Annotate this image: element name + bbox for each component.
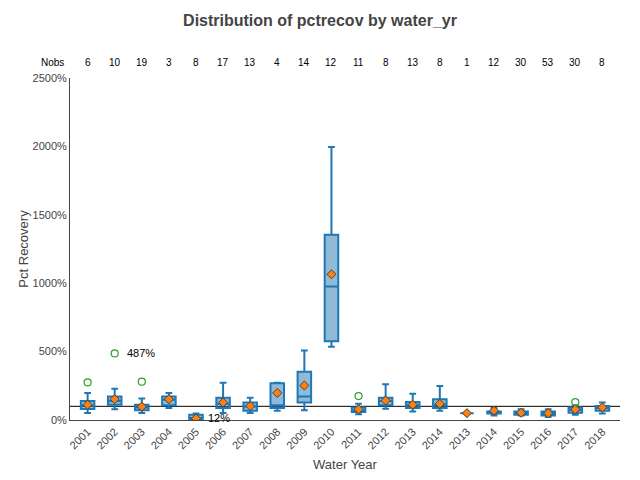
svg-text:2003: 2003 bbox=[121, 426, 147, 452]
svg-text:8: 8 bbox=[383, 57, 389, 68]
svg-text:2013: 2013 bbox=[392, 426, 418, 452]
svg-text:2011: 2011 bbox=[339, 426, 364, 451]
svg-text:2014: 2014 bbox=[474, 426, 500, 452]
svg-text:13: 13 bbox=[407, 57, 419, 68]
svg-text:17: 17 bbox=[217, 57, 229, 68]
svg-text:2004: 2004 bbox=[148, 426, 174, 452]
svg-text:8: 8 bbox=[599, 57, 605, 68]
svg-text:Nobs: Nobs bbox=[41, 57, 64, 68]
svg-text:1500%: 1500% bbox=[33, 209, 67, 221]
svg-text:4: 4 bbox=[274, 57, 280, 68]
svg-text:2006: 2006 bbox=[203, 426, 229, 452]
svg-text:12%: 12% bbox=[208, 412, 230, 424]
svg-text:30: 30 bbox=[515, 57, 527, 68]
svg-text:1: 1 bbox=[464, 57, 470, 68]
svg-text:2001: 2001 bbox=[67, 426, 93, 452]
svg-text:6: 6 bbox=[85, 57, 91, 68]
svg-text:30: 30 bbox=[569, 57, 581, 68]
svg-text:2015: 2015 bbox=[501, 426, 527, 452]
svg-text:500%: 500% bbox=[39, 345, 67, 357]
svg-text:2014: 2014 bbox=[419, 426, 445, 452]
svg-text:2017: 2017 bbox=[555, 426, 581, 452]
svg-text:13: 13 bbox=[244, 57, 256, 68]
svg-text:1000%: 1000% bbox=[33, 277, 67, 289]
svg-text:Water Year: Water Year bbox=[313, 457, 378, 472]
svg-text:2008: 2008 bbox=[257, 426, 283, 452]
svg-text:2500%: 2500% bbox=[33, 72, 67, 84]
svg-text:2012: 2012 bbox=[365, 426, 391, 452]
svg-text:2000%: 2000% bbox=[33, 140, 67, 152]
svg-text:11: 11 bbox=[353, 57, 364, 68]
svg-text:2007: 2007 bbox=[230, 426, 256, 452]
svg-text:2009: 2009 bbox=[284, 426, 310, 452]
svg-text:3: 3 bbox=[166, 57, 172, 68]
svg-text:2018: 2018 bbox=[582, 426, 608, 452]
svg-text:10: 10 bbox=[109, 57, 121, 68]
svg-text:8: 8 bbox=[193, 57, 199, 68]
svg-text:0%: 0% bbox=[51, 414, 67, 426]
svg-text:2002: 2002 bbox=[94, 426, 120, 452]
svg-text:Distribution of pctrecov by wa: Distribution of pctrecov by water_yr bbox=[183, 12, 457, 29]
svg-text:8: 8 bbox=[437, 57, 443, 68]
svg-text:487%: 487% bbox=[127, 347, 155, 359]
svg-text:Pct Recovery: Pct Recovery bbox=[16, 210, 31, 288]
svg-text:12: 12 bbox=[325, 57, 337, 68]
svg-text:14: 14 bbox=[298, 57, 310, 68]
svg-text:12: 12 bbox=[488, 57, 500, 68]
svg-text:2013: 2013 bbox=[446, 426, 472, 452]
svg-text:2016: 2016 bbox=[528, 426, 554, 452]
svg-text:2010: 2010 bbox=[311, 426, 337, 452]
svg-text:19: 19 bbox=[136, 57, 148, 68]
svg-text:2005: 2005 bbox=[175, 426, 201, 452]
svg-text:53: 53 bbox=[542, 57, 554, 68]
